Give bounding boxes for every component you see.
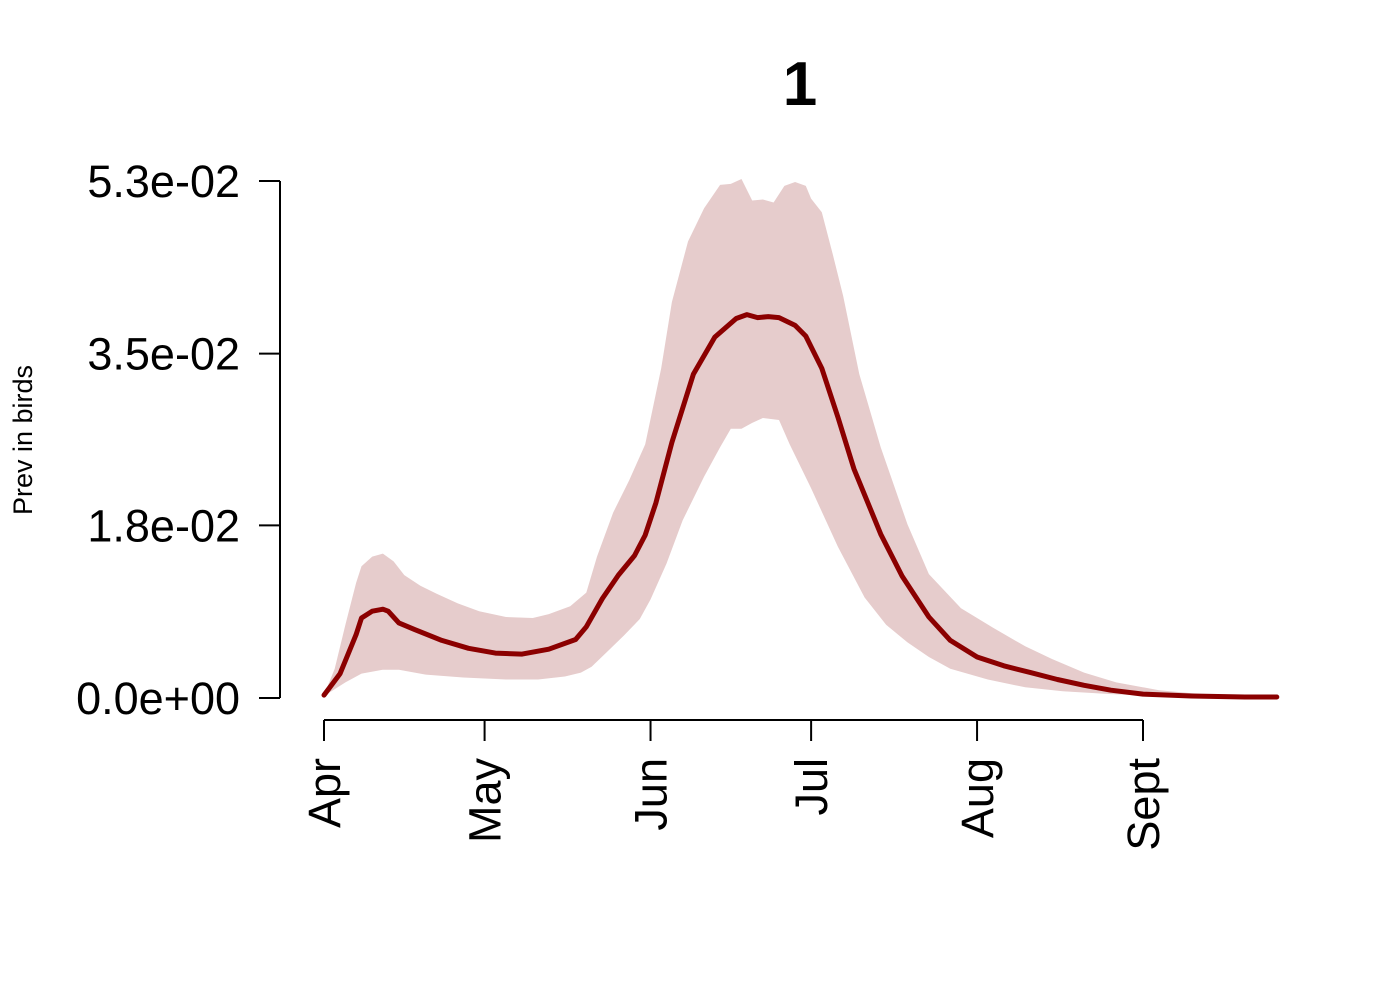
y-tick-label: 0.0e+00 [76, 673, 240, 724]
confidence-band [324, 179, 1277, 697]
mean-line [321, 312, 1280, 700]
y-tick-label: 5.3e-02 [87, 156, 240, 207]
x-tick-label: May [460, 758, 511, 844]
y-axis: 0.0e+00 1.8e-02 3.5e-02 5.3e-02 [76, 156, 281, 724]
x-tick-label: Sept [1118, 758, 1169, 851]
y-axis-label: Prev in birds [8, 365, 38, 515]
x-tick-label: Aug [952, 758, 1003, 838]
x-tick-label: Apr [299, 758, 350, 828]
chart-title: 1 [783, 50, 817, 119]
x-tick-label: Jun [626, 758, 677, 831]
x-axis: Apr May Jun Jul Aug Sept [299, 719, 1169, 851]
y-tick-label: 3.5e-02 [87, 329, 240, 380]
y-tick-label: 1.8e-02 [87, 500, 240, 551]
x-tick-label: Jul [786, 758, 837, 816]
